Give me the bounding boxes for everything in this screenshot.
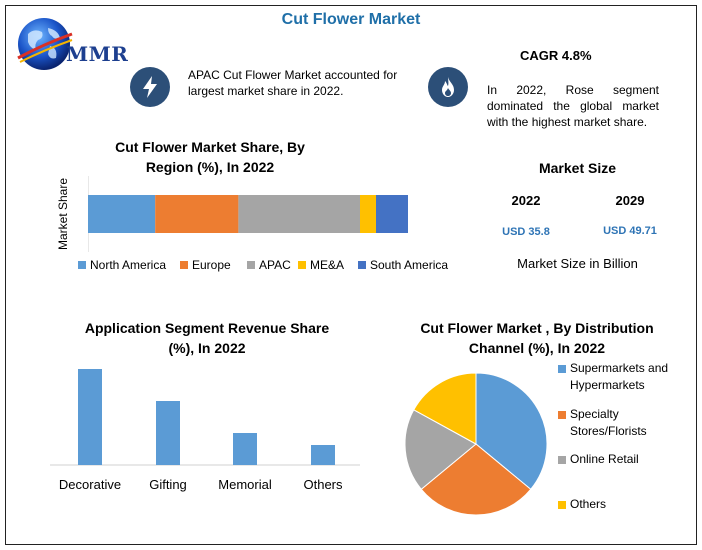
application-bar-decorative: [78, 369, 102, 465]
pie-slice-others: [413, 372, 477, 445]
mmr-logo: MMR: [14, 14, 146, 74]
region-bar-meanda: [360, 195, 376, 233]
market-size-year-2029: 2029: [615, 193, 645, 208]
region-chart-title: Cut Flower Market Share, By Region (%), …: [115, 139, 305, 175]
distribution-legend-specialty-stores-florists: Specialty Stores/Florists: [558, 406, 688, 440]
region-bar-europe: [155, 195, 239, 233]
legend-label: Specialty Stores/Florists: [570, 407, 647, 438]
legend-swatch: [558, 501, 566, 509]
page-title: Cut Flower Market: [281, 11, 421, 28]
legend-label: South America: [370, 258, 449, 272]
pie-slice-online-retail: [404, 409, 477, 490]
infographic-frame: [5, 5, 697, 545]
distribution-chart-title: Cut Flower Market , By Distribution Chan…: [420, 320, 654, 356]
legend-swatch: [298, 261, 306, 269]
flame-badge: [428, 67, 468, 107]
fire-icon: [442, 77, 454, 97]
market-size-year-2022: 2022: [511, 193, 541, 208]
distribution-legend-online-retail: Online Retail: [558, 451, 688, 468]
cagr-label: CAGR 4.8%: [520, 48, 592, 63]
legend-label: ME&A: [310, 258, 345, 272]
legend-label: Online Retail: [570, 452, 639, 466]
application-tick-label: Decorative: [59, 477, 121, 492]
market-size-value-2029: USD 49.71: [603, 225, 657, 237]
legend-label: APAC: [259, 258, 291, 272]
region-legend-south-america: South America: [358, 258, 448, 272]
legend-swatch: [358, 261, 366, 269]
application-bar-gifting: [156, 401, 180, 465]
legend-swatch: [558, 456, 566, 464]
market-size-title: Market Size: [538, 160, 617, 176]
rose-note: In 2022, Rose segment dominated the glob…: [487, 83, 659, 129]
legend-swatch: [558, 365, 566, 373]
legend-swatch: [558, 411, 566, 419]
region-legend-north-america: North America: [78, 258, 166, 272]
legend-label: Europe: [192, 258, 231, 272]
distribution-pie-chart: [404, 372, 548, 516]
region-legend-apac: APAC: [247, 258, 291, 272]
region-bar-south-america: [376, 195, 408, 233]
legend-swatch: [180, 261, 188, 269]
market-size-value-2022: USD 35.8: [502, 226, 550, 238]
application-bar-chart: Decorative Gifting Memorial Others: [50, 369, 360, 492]
region-bar-apac: [238, 195, 360, 233]
region-bar-north-america: [88, 195, 156, 233]
region-legend-meanda: ME&A: [298, 258, 344, 272]
region-chart-ylabel: Market Share: [56, 177, 70, 250]
logo-text: MMR: [66, 42, 129, 66]
application-tick-label: Others: [303, 477, 343, 492]
legend-swatch: [247, 261, 255, 269]
application-tick-label: Gifting: [149, 477, 187, 492]
application-bar-others: [311, 445, 335, 465]
legend-label: North America: [90, 258, 167, 272]
market-size-caption: Market Size in Billion: [517, 256, 638, 271]
region-stacked-bar-chart: [88, 176, 408, 252]
apac-note: APAC Cut Flower Market accounted for lar…: [188, 68, 398, 98]
application-chart-title: Application Segment Revenue Share (%), I…: [84, 320, 330, 356]
bolt-badge: [130, 67, 170, 107]
distribution-legend-supermarkets-and-hypermarkets: Supermarkets and Hypermarkets: [558, 360, 688, 394]
globe-icon: [17, 18, 73, 70]
pie-slice-specialty-stores-florists: [420, 443, 532, 516]
distribution-legend-others: Others: [558, 496, 688, 513]
legend-swatch: [78, 261, 86, 269]
region-legend-europe: Europe: [180, 258, 231, 272]
lightning-icon: [143, 76, 157, 98]
application-bar-memorial: [233, 433, 257, 465]
pie-slice-supermarkets-and-hypermarkets: [475, 372, 548, 490]
legend-label: Supermarkets and Hypermarkets: [570, 361, 669, 392]
application-tick-label: Memorial: [218, 477, 272, 492]
legend-label: Others: [570, 497, 607, 511]
